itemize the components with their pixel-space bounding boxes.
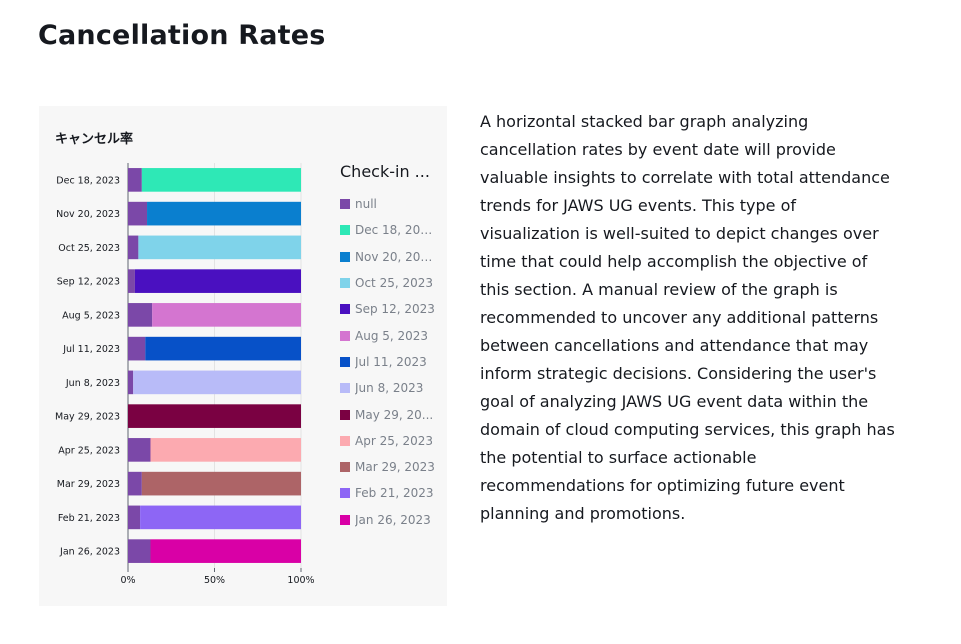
legend-swatch <box>340 435 350 446</box>
y-tick-label: Dec 18, 2023 <box>56 175 120 186</box>
legend-label: Apr 25, 2023 <box>355 433 434 448</box>
legend-item[interactable]: Aug 5, 2023 <box>340 322 445 348</box>
x-tick-label: 0% <box>120 575 135 586</box>
bar-segment <box>128 303 153 327</box>
y-tick-label: Apr 25, 2023 <box>58 445 120 456</box>
legend-swatch <box>340 356 350 367</box>
bar-segment <box>128 505 141 530</box>
bar-segment <box>134 269 301 293</box>
legend-swatch <box>340 330 350 341</box>
bar-segment <box>128 404 301 428</box>
bar-segment <box>128 370 134 395</box>
x-tick-label: 50% <box>204 575 225 586</box>
legend-item[interactable]: Mar 29, 2023 <box>340 454 445 480</box>
bar-segment <box>133 370 301 395</box>
legend-label: null <box>355 197 377 212</box>
legend-label: Jul 11, 2023 <box>355 354 427 369</box>
y-tick-label: Feb 21, 2023 <box>58 513 120 524</box>
y-tick-label: Jul 11, 2023 <box>62 344 120 355</box>
legend-swatch <box>340 514 350 525</box>
legend-items: null Dec 18, 2023 Nov 20, 2023 Oct 25, 2023… <box>340 191 445 533</box>
legend-item[interactable]: Sep 12, 2023 <box>340 296 445 322</box>
legend-swatch <box>340 488 350 499</box>
chart-title: キャンセル率 <box>55 132 134 147</box>
y-tick-label: May 29, 2023 <box>55 412 120 423</box>
legend-label: Jun 8, 2023 <box>355 381 424 396</box>
bar-segment <box>145 336 301 361</box>
description-text: A horizontal stacked bar graph analyzing… <box>480 112 895 523</box>
bar-segment <box>141 471 301 496</box>
y-tick-label: Jun 8, 2023 <box>65 378 120 389</box>
legend-item[interactable]: Apr 25, 2023 <box>340 428 445 454</box>
bar-segment <box>128 471 142 496</box>
bar-segment <box>128 438 151 462</box>
legend-label: Mar 29, 2023 <box>355 460 435 475</box>
y-tick-label: Mar 29, 2023 <box>57 479 120 490</box>
legend-label: Feb 21, 2023 <box>355 486 434 501</box>
bar-segment <box>128 201 148 226</box>
y-tick-label: Nov 20, 2023 <box>56 209 120 220</box>
bar-segment <box>141 168 301 192</box>
bar-segment <box>128 168 142 192</box>
legend-item[interactable]: Jul 11, 2023 <box>340 349 445 375</box>
legend-label: Oct 25, 2023 <box>355 276 433 291</box>
bar-segment <box>150 539 301 563</box>
legend-title: Check-in ... <box>340 162 430 181</box>
y-tick-label: Aug 5, 2023 <box>62 310 120 321</box>
legend-item[interactable]: Oct 25, 2023 <box>340 270 445 296</box>
legend-item[interactable]: Jun 8, 2023 <box>340 375 445 401</box>
bar-segment <box>128 269 135 293</box>
legend-label: Nov 20, 2023 <box>355 249 435 264</box>
legend-label: May 29, 20... <box>355 407 434 422</box>
legend-swatch <box>340 251 350 262</box>
bar-segment <box>140 505 301 530</box>
y-tick-label: Oct 25, 2023 <box>58 243 120 254</box>
x-tick-label: 100% <box>287 575 314 586</box>
y-tick-label: Jan 26, 2023 <box>59 547 120 558</box>
legend-swatch <box>340 225 350 236</box>
legend-item[interactable]: null <box>340 191 445 217</box>
legend-swatch <box>340 199 350 210</box>
legend-item[interactable]: May 29, 20... <box>340 401 445 427</box>
bar-segment <box>152 303 301 327</box>
legend-swatch <box>340 383 350 394</box>
bar-segment <box>147 201 301 226</box>
legend-swatch <box>340 462 350 473</box>
legend-label: Jan 26, 2023 <box>355 512 431 527</box>
chart-panel: キャンセル率 Dec 18, 2023 Nov 20, 2023 Oct 25, 2… <box>39 106 447 606</box>
bar-segment <box>128 235 139 260</box>
legend-item[interactable]: Feb 21, 2023 <box>340 480 445 506</box>
legend-swatch <box>340 278 350 289</box>
legend-item[interactable]: Nov 20, 2023 <box>340 244 445 270</box>
legend-swatch <box>340 304 350 315</box>
stacked-bar-chart: Dec 18, 2023 Nov 20, 2023 Oct 25, 2023 Sep … <box>55 163 315 586</box>
bar-segment <box>150 438 301 462</box>
legend-label: Aug 5, 2023 <box>355 328 429 343</box>
bar-segment <box>128 539 151 563</box>
bar-segment <box>138 235 301 260</box>
legend-label: Sep 12, 2023 <box>355 302 435 317</box>
legend-label: Dec 18, 2023 <box>355 223 435 238</box>
y-tick-label: Sep 12, 2023 <box>57 277 120 288</box>
legend: Check-in ... null Dec 18, 2023 Nov 20, 202… <box>340 162 445 533</box>
legend-swatch <box>340 409 350 420</box>
bar-segment <box>128 336 146 361</box>
page-title: Cancellation Rates <box>38 20 326 51</box>
legend-item[interactable]: Dec 18, 2023 <box>340 217 445 243</box>
legend-item[interactable]: Jan 26, 2023 <box>340 507 445 533</box>
